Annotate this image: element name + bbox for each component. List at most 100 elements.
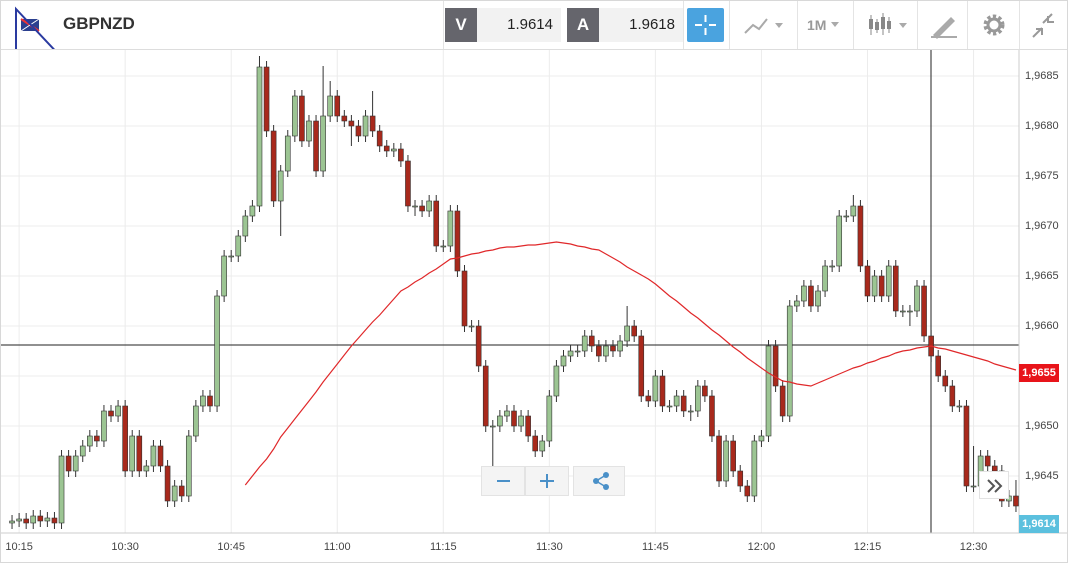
candle-body (412, 205, 418, 208)
x-tick-label: 11:45 (642, 541, 669, 553)
bid-price: 1.9614 (477, 8, 561, 42)
candle-body (751, 440, 758, 497)
candle-body (970, 485, 977, 488)
candle-body (284, 135, 291, 172)
candle-body (709, 395, 715, 437)
candle-body (320, 115, 326, 172)
candle-body (588, 335, 595, 347)
candle-body (482, 365, 489, 427)
candle-body (207, 395, 213, 407)
drawing-tools-button[interactable] (925, 1, 965, 49)
y-tick-label: 1,9645 (1025, 470, 1059, 482)
separator (1019, 1, 1020, 49)
price-tag (1019, 515, 1059, 533)
ask-price: 1.9618 (599, 8, 683, 42)
candle-body (546, 395, 553, 442)
y-tick-label: 1,9670 (1025, 220, 1059, 232)
candle-body (242, 215, 249, 237)
fullscreen-button[interactable] (1025, 1, 1065, 49)
candle-type-button[interactable] (861, 1, 921, 49)
candle-body (765, 345, 772, 437)
candle-body (440, 245, 447, 248)
candle-body (108, 410, 114, 417)
candle-body (1013, 495, 1019, 507)
interval-arrow (831, 22, 839, 27)
crosshair-button[interactable] (687, 8, 725, 42)
candle-body (723, 440, 729, 482)
candle-body (596, 345, 602, 357)
candle-body (907, 310, 913, 313)
candle-body (383, 145, 390, 152)
chart-type-button[interactable] (737, 1, 797, 49)
candle-body (758, 435, 765, 442)
x-tick-label: 12:30 (960, 541, 988, 553)
candle-body (730, 440, 736, 472)
scroll-to-end-button[interactable] (979, 471, 1009, 499)
settings-button[interactable] (975, 1, 1015, 49)
candle-body (87, 435, 93, 447)
candle-body (101, 410, 107, 442)
candle-body (808, 285, 814, 307)
candle-body (249, 205, 256, 217)
candle-body (44, 517, 51, 522)
candle-body (292, 95, 298, 137)
candle-body (942, 375, 949, 387)
candle-body (666, 405, 673, 408)
x-tick-label: 10:15 (5, 541, 33, 553)
symbol-icon[interactable] (1, 1, 61, 49)
x-tick-label: 11:00 (324, 541, 351, 553)
bid-button[interactable]: V (445, 8, 477, 42)
candle-body (299, 95, 305, 142)
separator (917, 1, 918, 49)
x-tick-label: 12:15 (854, 541, 882, 553)
candle-body (511, 410, 517, 427)
candle-body (79, 445, 86, 457)
candle-body (23, 518, 29, 524)
candle-body (391, 148, 397, 152)
candle-body (143, 465, 150, 472)
candle-body (193, 405, 199, 437)
price-tag (1019, 364, 1059, 382)
candle-body (645, 395, 652, 402)
candle-body (949, 385, 956, 407)
candle-body (200, 395, 206, 407)
y-tick-label: 1,9650 (1025, 420, 1059, 432)
candle-body (129, 435, 136, 472)
zoom-in-button[interactable] (525, 466, 569, 496)
x-tick-label: 11:15 (430, 541, 457, 553)
candle-body (857, 205, 864, 267)
candle-body (914, 285, 920, 312)
interval-button[interactable]: 1M (807, 17, 827, 33)
zoom-out-button[interactable] (481, 466, 525, 496)
candle-body (504, 410, 510, 417)
candle-body (327, 95, 333, 117)
candle-body (518, 415, 524, 427)
candle-body (355, 125, 362, 137)
candle-body (574, 350, 581, 353)
candle-body (426, 200, 432, 212)
candle-body (822, 265, 828, 292)
candle-body (956, 405, 963, 408)
candle-body (72, 455, 79, 472)
candle-body (334, 95, 341, 117)
candle-body (673, 395, 680, 407)
candle-body (398, 148, 404, 162)
candle-body (567, 350, 574, 357)
candle-body (270, 130, 277, 202)
candle-body (454, 210, 461, 272)
candle-body (963, 405, 970, 487)
ask-button[interactable]: A (567, 8, 599, 42)
candle-body (348, 120, 355, 127)
separator (967, 1, 968, 49)
candle-body (702, 385, 708, 397)
candle-body (793, 300, 800, 307)
candle-body (744, 485, 751, 497)
candle-body (185, 435, 192, 497)
y-tick-label: 1,9660 (1025, 320, 1059, 332)
candle-body (37, 515, 44, 522)
candle-body (94, 435, 100, 442)
share-button[interactable] (573, 466, 625, 496)
candle-body (659, 375, 666, 407)
candle-body (553, 365, 560, 397)
candle-body (228, 255, 235, 258)
